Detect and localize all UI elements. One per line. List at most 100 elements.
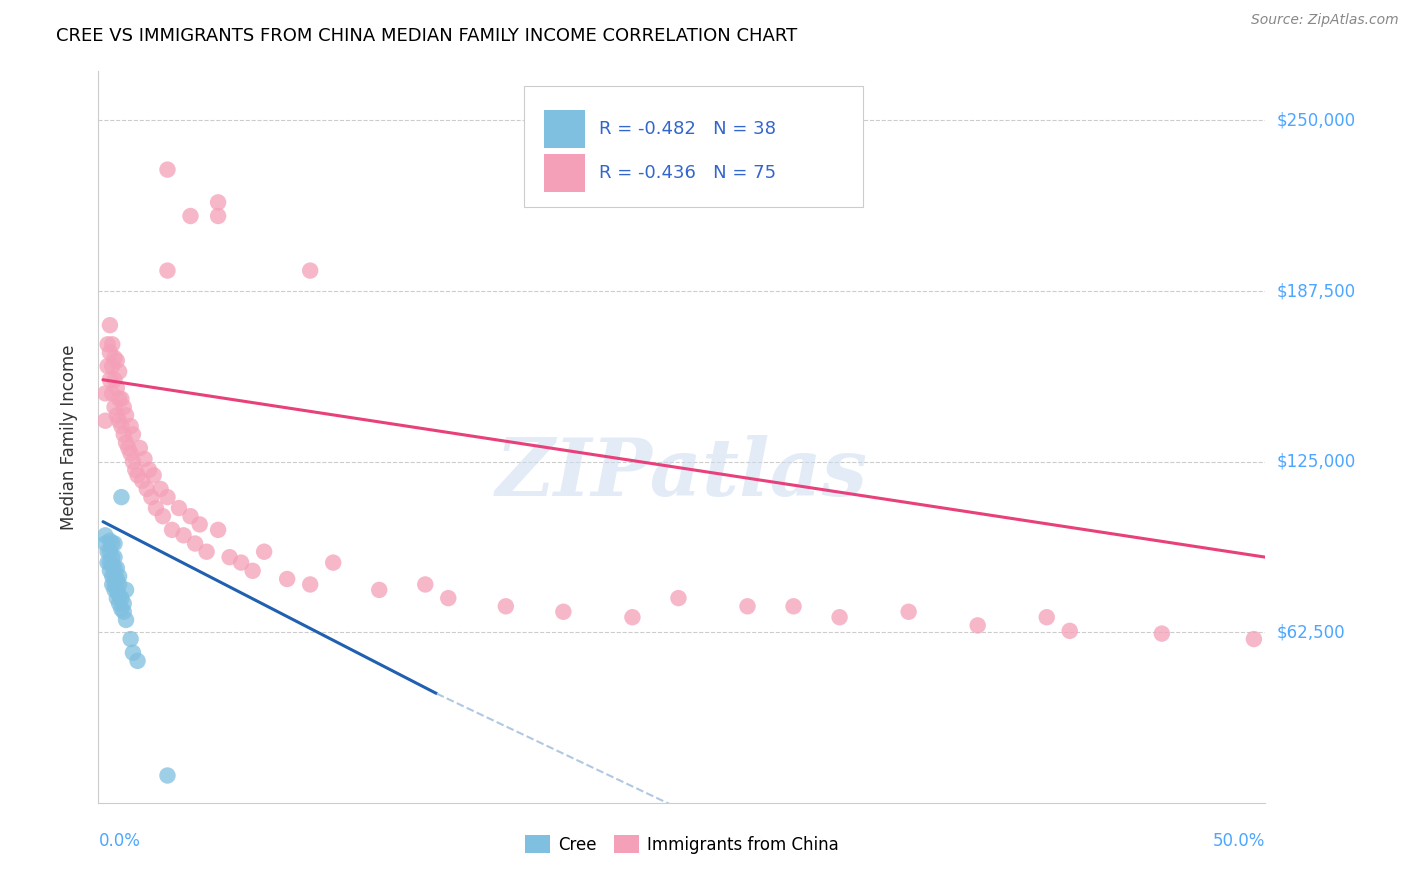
Point <box>98 318 121 333</box>
Point <box>299 577 322 591</box>
Point <box>145 501 167 516</box>
Point <box>188 517 211 532</box>
Point <box>141 490 163 504</box>
Point <box>1150 626 1173 640</box>
Point <box>115 582 138 597</box>
Point <box>179 509 201 524</box>
Text: 50.0%: 50.0% <box>1213 832 1265 850</box>
Point <box>103 569 125 583</box>
Point <box>1059 624 1081 638</box>
Point <box>112 597 135 611</box>
Point <box>112 605 135 619</box>
Point <box>94 414 117 428</box>
Point <box>101 558 124 573</box>
Point <box>108 392 131 406</box>
Point <box>156 768 179 782</box>
Point <box>156 263 179 277</box>
Point <box>142 468 165 483</box>
Text: $125,000: $125,000 <box>1277 452 1355 471</box>
Point <box>122 646 145 660</box>
Point <box>117 441 139 455</box>
Point <box>621 610 644 624</box>
Point <box>156 490 179 504</box>
FancyBboxPatch shape <box>524 86 863 207</box>
Point <box>207 523 229 537</box>
Point <box>152 509 174 524</box>
Point <box>218 550 240 565</box>
Point <box>108 588 131 602</box>
Bar <box>544 110 585 148</box>
Point <box>103 536 125 550</box>
Point <box>108 414 131 428</box>
Point <box>112 400 135 414</box>
Point <box>110 490 132 504</box>
Text: R = -0.482   N = 38: R = -0.482 N = 38 <box>599 120 776 138</box>
Point <box>103 400 125 414</box>
Text: $187,500: $187,500 <box>1277 282 1355 300</box>
Point <box>668 591 690 606</box>
Point <box>156 162 179 177</box>
Point <box>966 618 988 632</box>
Point <box>828 610 851 624</box>
Text: CREE VS IMMIGRANTS FROM CHINA MEDIAN FAMILY INCOME CORRELATION CHART: CREE VS IMMIGRANTS FROM CHINA MEDIAN FAM… <box>56 27 797 45</box>
Point <box>1243 632 1265 646</box>
Point <box>97 337 120 351</box>
Point <box>105 381 128 395</box>
Point <box>897 605 920 619</box>
Point <box>184 536 207 550</box>
Point <box>413 577 436 591</box>
Point <box>110 591 132 606</box>
Point <box>737 599 759 614</box>
Point <box>97 545 120 559</box>
Point <box>103 351 125 365</box>
Text: $250,000: $250,000 <box>1277 112 1355 129</box>
Point <box>122 455 145 469</box>
Point <box>127 468 149 483</box>
Point <box>120 632 142 646</box>
Point <box>98 345 121 359</box>
Point <box>173 528 195 542</box>
Point <box>242 564 264 578</box>
Point <box>299 263 322 277</box>
Point <box>128 441 150 455</box>
Point <box>127 654 149 668</box>
Point <box>94 386 117 401</box>
Legend: Cree, Immigrants from China: Cree, Immigrants from China <box>519 829 845 860</box>
Point <box>368 582 391 597</box>
Point <box>553 605 575 619</box>
Point <box>112 427 135 442</box>
Point <box>124 463 146 477</box>
Point <box>135 482 157 496</box>
Point <box>195 545 218 559</box>
Point <box>101 550 124 565</box>
Point <box>101 536 124 550</box>
Point <box>108 569 131 583</box>
Point <box>105 353 128 368</box>
Point <box>101 386 124 401</box>
Point <box>105 582 128 597</box>
Point <box>101 337 124 351</box>
Point <box>120 419 142 434</box>
Point <box>149 482 172 496</box>
Point <box>167 501 190 516</box>
Point <box>437 591 460 606</box>
Point <box>276 572 298 586</box>
Text: Source: ZipAtlas.com: Source: ZipAtlas.com <box>1251 13 1399 28</box>
Point <box>101 359 124 373</box>
Point <box>138 463 160 477</box>
Point <box>120 446 142 460</box>
Point <box>103 561 125 575</box>
Point <box>122 427 145 442</box>
Point <box>98 533 121 548</box>
Point <box>179 209 201 223</box>
Text: R = -0.436   N = 75: R = -0.436 N = 75 <box>599 164 776 182</box>
Point <box>110 602 132 616</box>
Point <box>495 599 517 614</box>
Point <box>105 561 128 575</box>
Point <box>103 550 125 565</box>
Point <box>108 597 131 611</box>
Point <box>160 523 183 537</box>
Point <box>101 577 124 591</box>
Text: ZIPatlas: ZIPatlas <box>496 435 868 512</box>
Text: 0.0%: 0.0% <box>98 832 141 850</box>
